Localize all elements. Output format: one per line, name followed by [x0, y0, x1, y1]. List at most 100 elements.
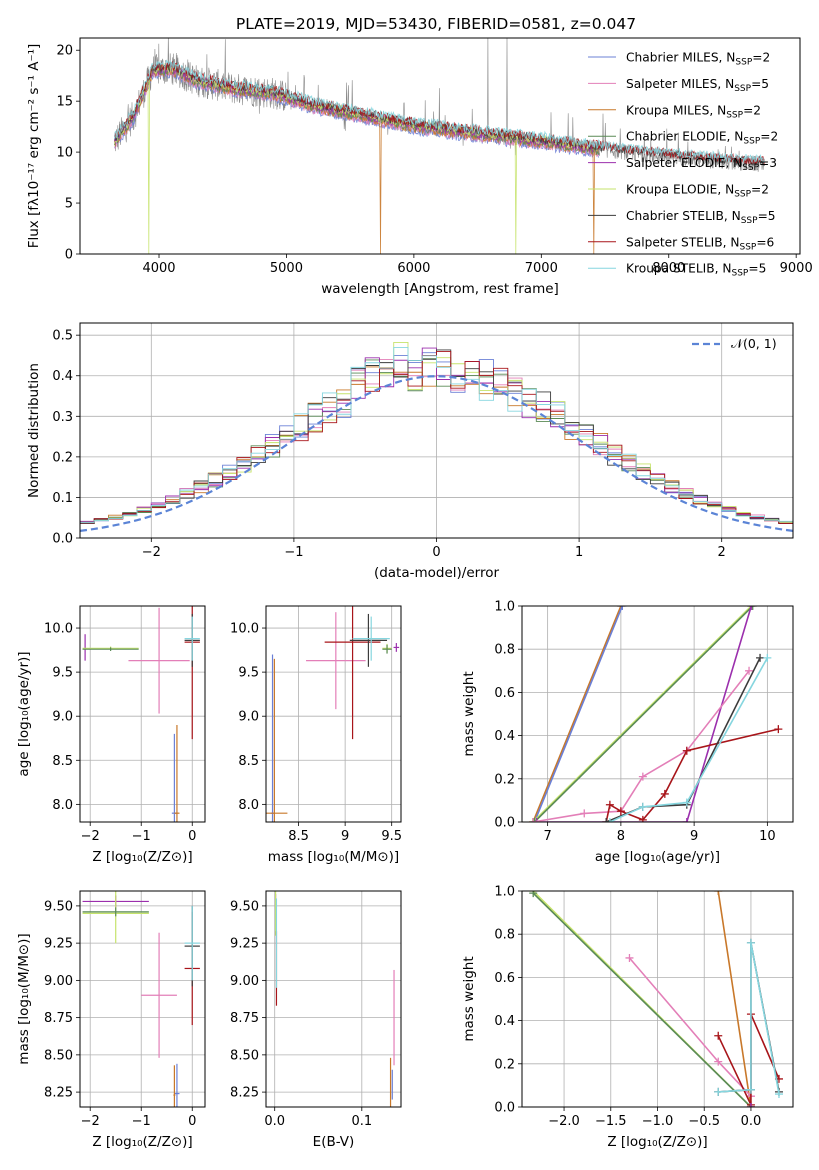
marker-plus [756, 653, 765, 662]
y-tick-label: 9.50 [44, 899, 73, 914]
x-tick-label: 4000 [142, 261, 175, 276]
plot-area [528, 606, 783, 822]
y-tick-label: 8.50 [44, 1048, 73, 1063]
marker-plus [714, 1057, 723, 1066]
y-axis-label: mass weight [461, 671, 477, 756]
legend-entry: Chabrier MILES, NSSP=2 [626, 51, 770, 68]
x-axis-label: E(B-V) [313, 1134, 355, 1150]
x-tick-label: −1.5 [595, 1114, 627, 1129]
x-tick-label: −2 [142, 545, 161, 560]
x-tick-label: 9.5 [381, 829, 402, 844]
marker-plus [580, 809, 589, 818]
y-tick-label: 9.50 [230, 899, 259, 914]
legend-entry: Salpeter ELODIE, NSSP=3 [626, 156, 777, 173]
marker-plus [616, 807, 625, 816]
x-tick-label: 0.0 [264, 1114, 285, 1129]
marker-plus [682, 746, 691, 755]
axes-panel-7: 0.0 0.1 8.25 8.50 8.75 9.00 9.25 9.50 E(B-V) [230, 890, 402, 1150]
marker-plus [714, 1087, 723, 1096]
figure-title: PLATE=2019, MJD=53430, FIBERID=0581, z=0… [236, 15, 636, 33]
x-axis-label: wavelength [Angstrom, rest frame] [321, 281, 559, 297]
y-tick-label: 0.8 [494, 643, 515, 658]
legend-entry: Salpeter STELIB, NSSP=6 [626, 235, 774, 252]
x-tick-label: 9000 [780, 261, 813, 276]
y-axis-label: mass weight [461, 956, 477, 1041]
y-tick-label: 9.25 [230, 937, 259, 952]
axes-panel-1: 4000 5000 6000 7000 8000 9000 0 5 10 15 20 waveleng… [26, 37, 813, 297]
plot-area [82, 891, 200, 1107]
mass-weight-line [717, 891, 752, 1107]
marker-plus [618, 606, 627, 610]
y-tick-label: 0.2 [494, 772, 515, 787]
y-tick-label: 1.0 [494, 600, 515, 615]
histogram-step [80, 347, 793, 523]
data-spectrum [114, 38, 765, 172]
y-tick-label: 8.0 [52, 798, 73, 813]
y-tick-label: 5 [65, 197, 73, 212]
y-tick-label: 0.0 [494, 816, 515, 831]
y-tick-label: 0.4 [494, 729, 515, 744]
axes-panel-3: −2 −1 0 8.0 8.5 9.0 9.5 10.0 Z [log₁₀(Z/Z⊙)] age … [16, 605, 206, 865]
x-tick-label: 5000 [270, 261, 303, 276]
model-spectrum-line [114, 63, 599, 254]
model-spectrum-line [114, 66, 599, 254]
y-tick-label: 0 [65, 248, 73, 263]
marker-plus [605, 818, 614, 822]
y-tick-label: 0.4 [52, 369, 73, 384]
legend-entry: Kroupa MILES, NSSP=2 [626, 103, 761, 120]
x-tick-label: 0.0 [741, 1114, 762, 1129]
y-tick-label: 0.0 [494, 1101, 515, 1116]
axes-panel-8: −2.0 −1.5 −1.0 −0.5 0.0 0.0 0.2 0.4 0.6 0.8 1.0 Z [… [461, 885, 794, 1150]
y-tick-label: 9.25 [44, 937, 73, 952]
marker-plus [682, 818, 691, 822]
axes-frame [79, 890, 206, 1108]
x-tick-label: −1.0 [642, 1114, 674, 1129]
legend-entry: Salpeter MILES, NSSP=5 [626, 77, 769, 94]
y-tick-label: 8.25 [230, 1086, 259, 1101]
y-tick-label: 8.5 [52, 754, 73, 769]
y-tick-label: 8.75 [230, 1011, 259, 1026]
marker-plus [763, 653, 772, 662]
x-tick-label: 8.5 [288, 829, 309, 844]
histogram-step [80, 350, 793, 524]
mass-weight-line [628, 957, 752, 1097]
marker-plus [747, 606, 756, 610]
marker-plus [745, 666, 754, 675]
y-tick-label: 0.4 [494, 1014, 515, 1029]
model-spectrum-line [114, 59, 765, 164]
marker-plus [660, 789, 669, 798]
y-tick-label: 0.0 [52, 532, 73, 547]
marker-plus [638, 772, 647, 781]
x-axis-label: age [log₁₀(age/yr)] [595, 849, 720, 865]
legend-entry: 𝒩(0, 1) [731, 336, 777, 351]
mass-weight-line [536, 606, 753, 822]
y-tick-label: 0.8 [494, 928, 515, 943]
marker-plus [625, 953, 634, 962]
marker-plus [714, 891, 723, 895]
axes-frame [79, 605, 206, 823]
mass-weight-line [609, 657, 769, 822]
x-tick-label: 10 [759, 829, 776, 844]
plot-area [82, 606, 200, 822]
marker-plus [532, 818, 541, 822]
axes-panel-4: 8.5 9 9.5 8.0 8.5 9.0 9.5 10.0 mass [log₁₀(M/M⊙)… [230, 605, 402, 865]
plot-area [274, 891, 395, 1107]
marker-plus [529, 891, 538, 898]
x-tick-label: 9 [341, 829, 349, 844]
x-tick-label: −2 [81, 1114, 100, 1129]
marker-plus [714, 1031, 723, 1040]
x-tick-label: 8000 [652, 261, 685, 276]
y-tick-label: 10.0 [230, 622, 259, 637]
axes-panel-6: −2 −1 0 8.25 8.50 8.75 9.00 9.25 9.50 Z [log₁₀(Z/… [16, 890, 206, 1150]
x-tick-label: −1 [132, 829, 151, 844]
y-tick-label: 9.5 [238, 666, 259, 681]
axes-frame [521, 605, 794, 823]
x-tick-label: 0 [188, 829, 196, 844]
marker-plus [748, 606, 757, 610]
legend-entry: Kroupa STELIB, NSSP=5 [626, 262, 766, 279]
x-tick-label: 1 [575, 545, 583, 560]
y-axis-label: Flux [fλ10⁻¹⁷ erg cm⁻² s⁻¹ A⁻¹] [26, 44, 42, 249]
x-axis-label: (data-model)/error [374, 565, 500, 581]
y-axis-label: age [log₁₀(age/yr)] [16, 651, 32, 776]
y-tick-label: 8.25 [44, 1086, 73, 1101]
